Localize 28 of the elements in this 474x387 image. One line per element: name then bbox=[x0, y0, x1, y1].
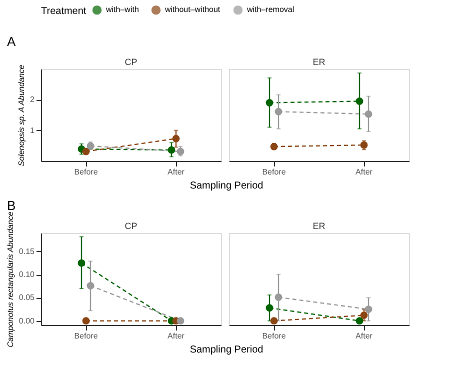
text: B bbox=[7, 198, 16, 213]
chart-title: ER bbox=[312, 57, 326, 67]
y-tick-label: 2 bbox=[30, 95, 36, 104]
x-tick-label: Before bbox=[74, 168, 98, 176]
y-axis-title: Solenopsis sp. A Abundance bbox=[17, 64, 26, 166]
x-tick-label: After bbox=[356, 332, 373, 340]
x-axis-title: Sampling Period bbox=[190, 180, 264, 192]
legend-title: Treatment bbox=[41, 6, 86, 17]
x-tick-label: Before bbox=[262, 332, 286, 340]
y-tick-label: 1 bbox=[30, 126, 36, 135]
chart-title: ER bbox=[312, 221, 326, 231]
x-tick-label: Before bbox=[262, 168, 286, 176]
chart-title: CP bbox=[124, 221, 138, 231]
legend-label: without–without bbox=[164, 5, 221, 14]
y-tick-label: 0.05 bbox=[18, 293, 36, 302]
x-tick-label: Before bbox=[74, 332, 98, 340]
y-tick-label: 0.15 bbox=[18, 246, 36, 256]
x-tick-label: After bbox=[168, 168, 185, 176]
x-tick-label: After bbox=[356, 168, 373, 176]
legend-label: with–removal bbox=[246, 5, 294, 14]
y-tick-label: 0.00 bbox=[18, 316, 36, 326]
x-tick-label: After bbox=[168, 332, 185, 340]
text: A bbox=[7, 34, 16, 49]
x-axis-title: Sampling Period bbox=[190, 344, 264, 356]
y-axis-title: Camponotus rectangularis Abundance bbox=[6, 211, 15, 348]
chart-title: CP bbox=[124, 57, 138, 67]
y-tick-label: 0.10 bbox=[18, 270, 36, 280]
legend-label: with–with bbox=[105, 5, 139, 14]
